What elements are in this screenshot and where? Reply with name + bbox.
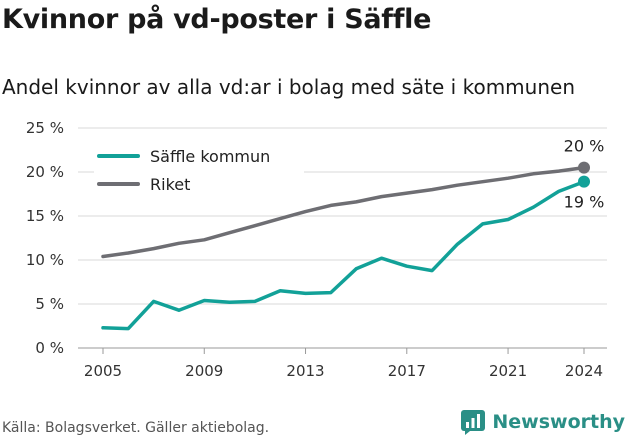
end-label-1: 20 % — [564, 137, 605, 156]
chart-subtitle: Andel kvinnor av alla vd:ar i bolag med … — [2, 75, 575, 99]
series-line-0 — [101, 179, 586, 331]
x-tick-label: 2005 — [84, 362, 122, 380]
y-tick-label: 5 % — [35, 295, 64, 313]
x-tick-label: 2009 — [185, 362, 223, 380]
series-end-marker-1 — [578, 161, 590, 174]
y-tick-label: 15 % — [26, 207, 64, 225]
end-label-0: 19 % — [564, 193, 605, 212]
y-axis: 0 % 5 % 10 % 15 % 20 % 25 % — [26, 119, 64, 357]
series-lines — [101, 161, 590, 331]
y-tick-label: 20 % — [26, 163, 64, 181]
x-tick-label: 2024 — [565, 362, 603, 380]
y-tick-label: 25 % — [26, 119, 64, 137]
y-tick-label: 10 % — [26, 251, 64, 269]
y-tick-label: 0 % — [35, 339, 64, 357]
x-tick-label: 2013 — [286, 362, 324, 380]
x-axis: 2005 2009 2013 2017 2021 2024 — [84, 348, 603, 380]
end-labels: 19 % 20 % — [564, 137, 605, 212]
chart-title: Kvinnor på vd-poster i Säffle — [2, 4, 432, 35]
x-tick-label: 2021 — [489, 362, 527, 380]
source-note: Källa: Bolagsverket. Gäller aktiebolag. — [2, 420, 270, 436]
x-tick-label: 2017 — [388, 362, 426, 380]
newsworthy-logo-icon — [461, 410, 486, 435]
brand-logo: Newsworthy — [460, 409, 625, 435]
legend-label-0: Säffle kommun — [150, 147, 270, 166]
brand-name: Newsworthy — [492, 411, 625, 433]
legend: Säffle kommun Riket — [94, 146, 304, 196]
series-end-marker-0 — [578, 175, 590, 188]
legend-label-1: Riket — [150, 175, 190, 194]
series-line-1 — [101, 165, 586, 259]
